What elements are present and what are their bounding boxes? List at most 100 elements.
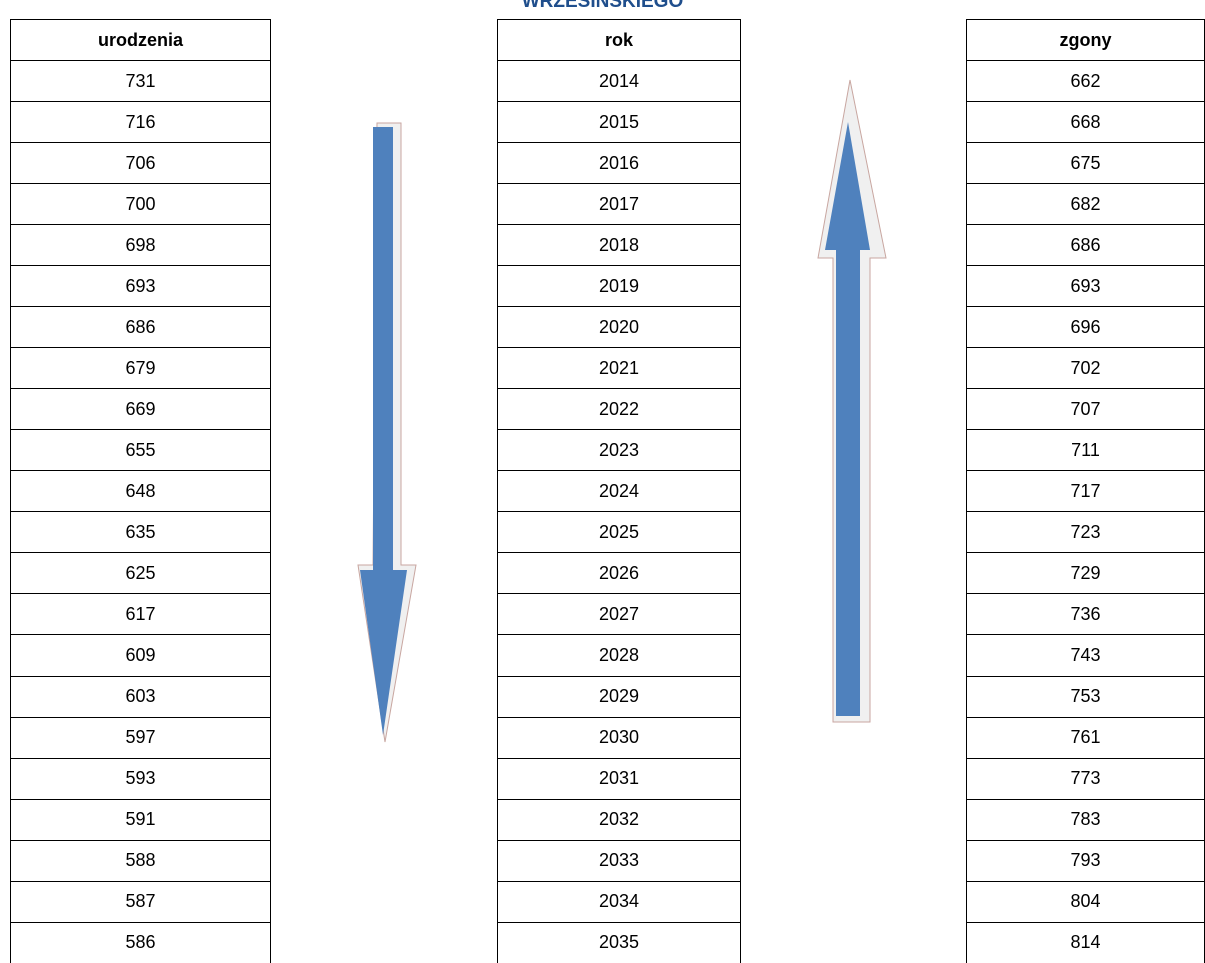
row: 675 bbox=[966, 142, 1205, 185]
table: zgony 662 668 675 682 686 693 696 702 707 711 717 72… bbox=[966, 18, 1205, 963]
cell: 2028 bbox=[497, 634, 741, 677]
cell: 2020 bbox=[497, 306, 741, 349]
down-arrow bbox=[360, 127, 407, 735]
cell: 698 bbox=[10, 224, 271, 267]
row: 682 bbox=[966, 183, 1205, 226]
row: 2035 bbox=[497, 921, 741, 963]
row: 793 bbox=[966, 839, 1205, 882]
cell: 617 bbox=[10, 593, 271, 636]
row: 693 bbox=[966, 265, 1205, 308]
cell: 591 bbox=[10, 798, 271, 841]
row: 2033 bbox=[497, 839, 741, 882]
cell: 669 bbox=[10, 388, 271, 431]
cell: 2035 bbox=[497, 921, 741, 963]
cell: 635 bbox=[10, 511, 271, 554]
row: 700 bbox=[10, 183, 271, 226]
table: urodzenia 731 716 706 700 698 693 686 679 669 655 6… bbox=[10, 18, 271, 963]
cell: 717 bbox=[966, 470, 1205, 513]
cell: 814 bbox=[966, 921, 1205, 963]
row: 597 bbox=[10, 716, 271, 759]
row: 707 bbox=[966, 388, 1205, 431]
cell: 586 bbox=[10, 921, 271, 963]
row: 669 bbox=[10, 388, 271, 431]
row: 617 bbox=[10, 593, 271, 636]
cell: 2027 bbox=[497, 593, 741, 636]
row: 736 bbox=[966, 593, 1205, 636]
cell: 686 bbox=[966, 224, 1205, 267]
cell: 2023 bbox=[497, 429, 741, 472]
row: 717 bbox=[966, 470, 1205, 513]
cell: 723 bbox=[966, 511, 1205, 554]
table: rok 2014 2015 2016 2017 2018 2019 2020 2021 2022 2… bbox=[497, 18, 741, 963]
row: 625 bbox=[10, 552, 271, 595]
row: 593 bbox=[10, 757, 271, 800]
row: 648 bbox=[10, 470, 271, 513]
row: 686 bbox=[966, 224, 1205, 267]
cell: 743 bbox=[966, 634, 1205, 677]
cell: 2022 bbox=[497, 388, 741, 431]
row: 729 bbox=[966, 552, 1205, 595]
cell: 793 bbox=[966, 839, 1205, 882]
row: 588 bbox=[10, 839, 271, 882]
cell: 736 bbox=[966, 593, 1205, 636]
cell: 2033 bbox=[497, 839, 741, 882]
cell: 2030 bbox=[497, 716, 741, 759]
cell: 2032 bbox=[497, 798, 741, 841]
row: 743 bbox=[966, 634, 1205, 677]
cell: 783 bbox=[966, 798, 1205, 841]
row: 711 bbox=[966, 429, 1205, 472]
cell: 761 bbox=[966, 716, 1205, 759]
row: 783 bbox=[966, 798, 1205, 841]
header-cell: zgony bbox=[966, 18, 1205, 62]
row: 2029 bbox=[497, 675, 741, 718]
row: 698 bbox=[10, 224, 271, 267]
cell: 593 bbox=[10, 757, 271, 800]
cell: 662 bbox=[966, 60, 1205, 103]
title: WRZESIŃSKIEGO bbox=[521, 0, 684, 12]
cell: 711 bbox=[966, 429, 1205, 472]
row: 716 bbox=[10, 101, 271, 144]
cell: 587 bbox=[10, 880, 271, 923]
row: 2020 bbox=[497, 306, 741, 349]
cell: 2029 bbox=[497, 675, 741, 718]
row: 2019 bbox=[497, 265, 741, 308]
cell: 700 bbox=[10, 183, 271, 226]
row: 761 bbox=[966, 716, 1205, 759]
cell: 686 bbox=[10, 306, 271, 349]
row: 723 bbox=[966, 511, 1205, 554]
cell: 648 bbox=[10, 470, 271, 513]
row: 804 bbox=[966, 880, 1205, 923]
row: 2026 bbox=[497, 552, 741, 595]
row: 706 bbox=[10, 142, 271, 185]
row: 586 bbox=[10, 921, 271, 963]
row: 679 bbox=[10, 347, 271, 390]
row: 655 bbox=[10, 429, 271, 472]
row: 2028 bbox=[497, 634, 741, 677]
row: 635 bbox=[10, 511, 271, 554]
cell: 773 bbox=[966, 757, 1205, 800]
cell: 707 bbox=[966, 388, 1205, 431]
row: 773 bbox=[966, 757, 1205, 800]
cell: 2025 bbox=[497, 511, 741, 554]
row: 2025 bbox=[497, 511, 741, 554]
row: 753 bbox=[966, 675, 1205, 718]
row: 668 bbox=[966, 101, 1205, 144]
row: 2015 bbox=[497, 101, 741, 144]
cell: 731 bbox=[10, 60, 271, 103]
header-cell: urodzenia bbox=[10, 18, 271, 62]
cell: 2031 bbox=[497, 757, 741, 800]
row: 2031 bbox=[497, 757, 741, 800]
cell: 2026 bbox=[497, 552, 741, 595]
cell: 668 bbox=[966, 101, 1205, 144]
cell: 716 bbox=[10, 101, 271, 144]
cell: 729 bbox=[966, 552, 1205, 595]
row: 2023 bbox=[497, 429, 741, 472]
row: 2016 bbox=[497, 142, 741, 185]
cell: 2018 bbox=[497, 224, 741, 267]
cell: 682 bbox=[966, 183, 1205, 226]
row: 2017 bbox=[497, 183, 741, 226]
cell: 655 bbox=[10, 429, 271, 472]
cell: 2034 bbox=[497, 880, 741, 923]
